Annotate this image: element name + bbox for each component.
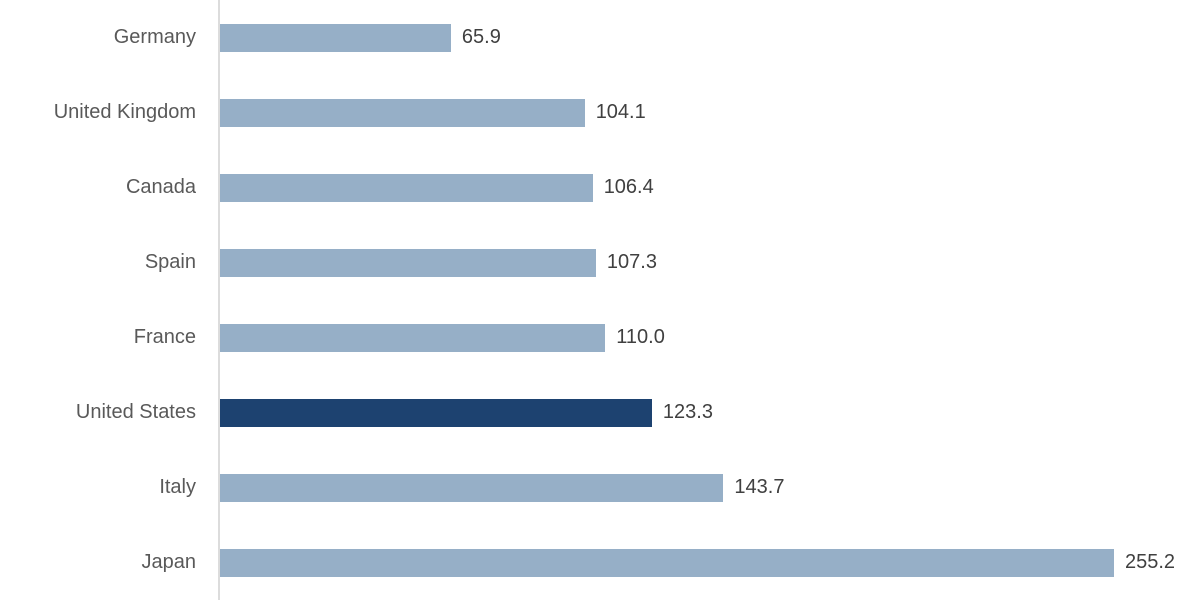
bar-row: Canada 106.4 — [0, 150, 1200, 225]
bar — [220, 248, 596, 277]
bar-row: United Kingdom 104.1 — [0, 75, 1200, 150]
category-label: United States — [75, 401, 196, 423]
category-label: Germany — [113, 26, 196, 48]
category-label: United Kingdom — [53, 101, 196, 123]
bar-track: 255.2 — [220, 548, 1200, 577]
value-label: 104.1 — [595, 101, 646, 123]
bar — [220, 98, 585, 127]
value-label: 255.2 — [1125, 551, 1176, 573]
bar-row: United States 123.3 — [0, 375, 1200, 450]
bar-row: Spain 107.3 — [0, 225, 1200, 300]
bar — [220, 323, 606, 352]
bar — [220, 398, 652, 427]
bar-row: France 110.0 — [0, 300, 1200, 375]
value-label: 65.9 — [461, 26, 501, 48]
y-axis-line — [218, 0, 220, 600]
value-label: 110.0 — [616, 326, 665, 348]
bar-track: 65.9 — [220, 23, 1200, 52]
bar-track: 110.0 — [220, 323, 1200, 352]
category-label: Japan — [141, 551, 197, 573]
bar-row: Italy 143.7 — [0, 450, 1200, 525]
bar-row: Germany 65.9 — [0, 0, 1200, 75]
bar-track: 123.3 — [220, 398, 1200, 427]
category-label: France — [133, 326, 196, 348]
value-label: 143.7 — [734, 476, 785, 498]
bar-track: 143.7 — [220, 473, 1200, 502]
bar — [220, 23, 451, 52]
category-label: Italy — [159, 476, 196, 498]
value-label: 107.3 — [606, 251, 657, 273]
bar — [220, 548, 1114, 577]
bar-track: 106.4 — [220, 173, 1200, 202]
bar — [220, 173, 593, 202]
category-label: Spain — [144, 251, 196, 273]
bar — [220, 473, 724, 502]
bar-track: 107.3 — [220, 248, 1200, 277]
value-label: 123.3 — [662, 401, 713, 423]
category-label: Canada — [125, 176, 196, 198]
value-label: 106.4 — [603, 176, 654, 198]
bar-row: Japan 255.2 — [0, 525, 1200, 600]
bar-track: 104.1 — [220, 98, 1200, 127]
